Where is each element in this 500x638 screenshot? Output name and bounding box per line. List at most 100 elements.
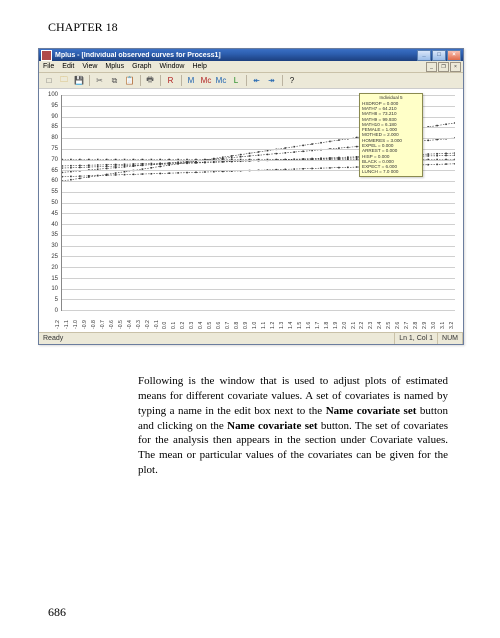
grid-icon[interactable]: L — [229, 74, 243, 88]
x-axis-label: 1.7 — [315, 322, 321, 329]
menu-help[interactable]: Help — [192, 63, 206, 70]
menu-edit[interactable]: Edit — [62, 63, 74, 70]
gridline — [62, 278, 455, 279]
gridline — [62, 203, 455, 204]
menubar: File Edit View Mplus Graph Window Help _… — [39, 61, 463, 73]
y-axis-label: 50 — [45, 200, 58, 206]
mplus-window: Mplus - [Individual observed curves for … — [38, 48, 464, 345]
x-axis-label: 0.3 — [189, 322, 195, 329]
toolbar: □🗀💾✂⧉📋🖶RMMcMcL↞↠? — [39, 73, 463, 89]
y-axis-label: 0 — [45, 308, 58, 314]
y-axis-label: 80 — [45, 135, 58, 141]
new-icon[interactable]: □ — [42, 74, 56, 88]
x-axis-label: 2.1 — [351, 322, 357, 329]
x-axis-label: 2.4 — [377, 322, 383, 329]
y-axis-label: 10 — [45, 286, 58, 292]
y-axis-label: 25 — [45, 254, 58, 260]
x-axis-label: 2.5 — [386, 322, 392, 329]
gridline — [62, 213, 455, 214]
x-axis-label: 0.2 — [180, 322, 186, 329]
statusbar: Ready Ln 1, Col 1 NUM — [39, 332, 463, 344]
y-axis-label: 55 — [45, 189, 58, 195]
right-icon[interactable]: ↠ — [265, 74, 279, 88]
close-button[interactable]: × — [447, 50, 461, 61]
status-position: Ln 1, Col 1 — [395, 333, 438, 344]
y-axis-label: 85 — [45, 124, 58, 130]
x-axis-label: 1.6 — [306, 322, 312, 329]
x-axis-label: 2.2 — [359, 322, 365, 329]
x-axis-label: 1.3 — [279, 322, 285, 329]
y-axis-label: 40 — [45, 222, 58, 228]
x-axis-label: -0.2 — [145, 320, 151, 329]
save-icon[interactable]: 💾 — [72, 74, 86, 88]
fit-icon[interactable]: Mc — [214, 74, 228, 88]
run-icon[interactable]: R — [164, 74, 178, 88]
x-axis-label: 1.4 — [288, 322, 294, 329]
print-icon[interactable]: 🖶 — [143, 74, 157, 88]
minimize-button[interactable]: _ — [417, 50, 431, 61]
x-axis-label: -1.2 — [55, 320, 61, 329]
x-axis-label: -1.1 — [64, 320, 70, 329]
maximize-button[interactable]: □ — [432, 50, 446, 61]
titlebar[interactable]: Mplus - [Individual observed curves for … — [39, 49, 463, 61]
mdi-minimize[interactable]: _ — [426, 62, 437, 72]
x-axis-label: 2.0 — [342, 322, 348, 329]
menu-view[interactable]: View — [82, 63, 97, 70]
window-buttons: _ □ × — [417, 50, 461, 61]
open-icon[interactable]: 🗀 — [57, 74, 71, 88]
left-icon[interactable]: ↞ — [250, 74, 264, 88]
x-axis-label: 1.8 — [324, 322, 330, 329]
x-axis-label: -0.7 — [100, 320, 106, 329]
x-axis-label: 0.1 — [171, 322, 177, 329]
y-axis-label: 20 — [45, 265, 58, 271]
x-axis-label: 1.2 — [270, 322, 276, 329]
x-axis-label: 2.8 — [413, 322, 419, 329]
x-axis-label: 0.5 — [207, 322, 213, 329]
zoom-in-icon[interactable]: M — [184, 74, 198, 88]
gridline — [62, 289, 455, 290]
menu-file[interactable]: File — [43, 63, 54, 70]
tooltip-box: Individual 5 HSDROP = 0.000MATH7 = 64.21… — [359, 93, 423, 177]
x-axis-label: -0.4 — [127, 320, 133, 329]
window-title: Mplus - [Individual observed curves for … — [55, 52, 417, 59]
x-axis-label: -0.3 — [136, 320, 142, 329]
x-axis-label: 0.7 — [225, 322, 231, 329]
gridline — [62, 256, 455, 257]
gridline — [62, 299, 455, 300]
x-axis-label: 0.9 — [243, 322, 249, 329]
x-axis-label: 1.5 — [297, 322, 303, 329]
x-axis-label: 3.1 — [440, 322, 446, 329]
gridline — [62, 192, 455, 193]
zoom-out-icon[interactable]: Mc — [199, 74, 213, 88]
toolbar-separator — [89, 75, 90, 86]
copy-icon[interactable]: ⧉ — [108, 74, 122, 88]
x-axis-label: 3.0 — [431, 322, 437, 329]
y-axis-label: 95 — [45, 103, 58, 109]
help-icon[interactable]: ? — [285, 74, 299, 88]
x-axis-label: 3.2 — [449, 322, 455, 329]
y-axis-label: 60 — [45, 178, 58, 184]
x-axis-label: 0.0 — [162, 322, 168, 329]
x-axis-label: 1.1 — [261, 322, 267, 329]
menu-mplus[interactable]: Mplus — [105, 63, 124, 70]
mdi-restore[interactable]: ❐ — [438, 62, 449, 72]
menu-window[interactable]: Window — [160, 63, 185, 70]
page-number: 686 — [48, 605, 66, 620]
app-icon — [41, 50, 52, 61]
y-axis-label: 35 — [45, 232, 58, 238]
gridline — [62, 246, 455, 247]
x-axis-label: 2.3 — [368, 322, 374, 329]
x-axis-label: 2.9 — [422, 322, 428, 329]
y-axis-label: 75 — [45, 146, 58, 152]
cut-icon[interactable]: ✂ — [93, 74, 107, 88]
paste-icon[interactable]: 📋 — [123, 74, 137, 88]
y-axis-label: 65 — [45, 168, 58, 174]
y-axis-label: 5 — [45, 297, 58, 303]
mdi-close[interactable]: × — [450, 62, 461, 72]
tooltip-row: LUNCH = 7.0 000 — [362, 169, 420, 174]
x-axis-label: 2.7 — [404, 322, 410, 329]
menu-graph[interactable]: Graph — [132, 63, 151, 70]
x-axis-label: 0.4 — [198, 322, 204, 329]
x-axis-label: -0.5 — [118, 320, 124, 329]
y-axis-label: 70 — [45, 157, 58, 163]
